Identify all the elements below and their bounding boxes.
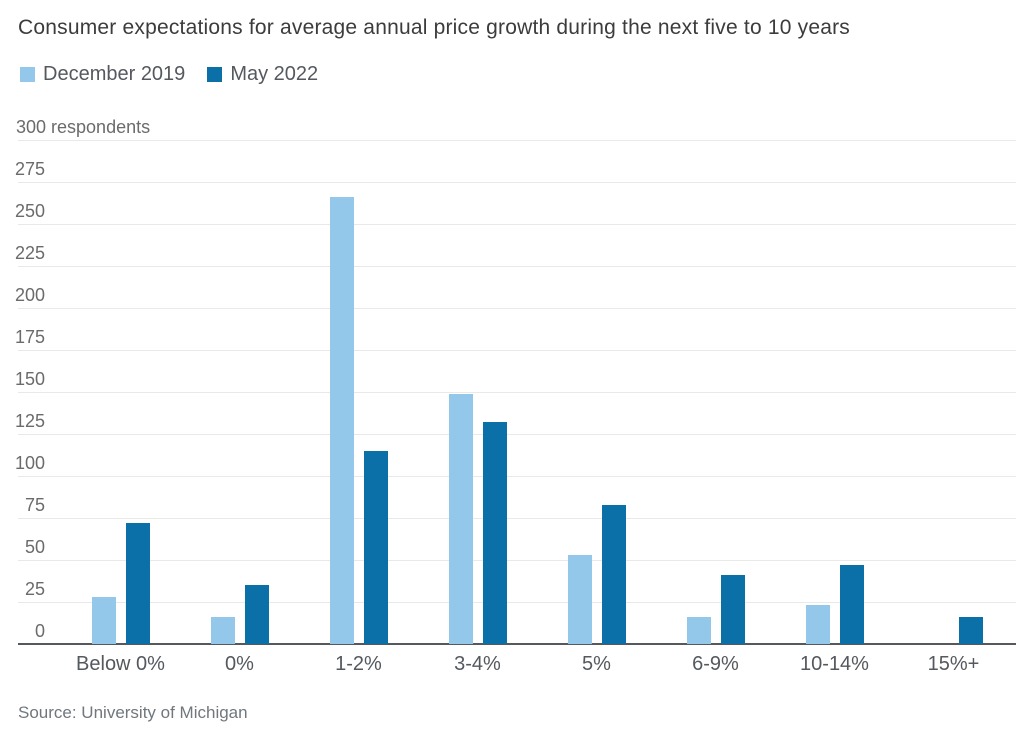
y-gridline-75: [18, 518, 1016, 519]
bar-may-2022-1-2: [363, 450, 388, 644]
y-tick-label-275: 275: [14, 159, 45, 179]
bar-may-2022-5: [601, 504, 626, 644]
y-tick-label-75: 75: [24, 495, 45, 515]
bar-may-2022-below0: [125, 523, 150, 644]
bar-december-2019-10-14: [805, 605, 830, 644]
bar-may-2022-0: [244, 585, 269, 644]
y-gridline-50: [18, 560, 1016, 561]
y-tick-label-125: 125: [14, 411, 45, 431]
y-tick-label-175: 175: [14, 327, 45, 347]
y-tick-label-300: 300 respondents: [16, 117, 151, 137]
bar-december-2019-0: [210, 617, 235, 644]
y-tick-label-200: 200: [14, 285, 45, 305]
x-axis-line: [18, 643, 1016, 645]
legend-item-may-2022: May 2022: [207, 63, 318, 86]
bar-december-2019-3-4: [448, 393, 473, 644]
bar-may-2022-10-14: [839, 565, 864, 644]
y-gridline-275: [18, 182, 1016, 183]
y-tick-label-25: 25: [24, 579, 45, 599]
bar-december-2019-6-9: [686, 617, 711, 644]
y-gridline-250: [18, 224, 1016, 225]
y-tick-label-225: 225: [14, 243, 45, 263]
legend-item-december-2019: December 2019: [20, 63, 185, 86]
x-category-label-8: 15%+: [927, 653, 980, 675]
y-tick-label-250: 250: [14, 201, 45, 221]
legend: December 2019 May 2022: [20, 63, 318, 86]
x-category-label-3: 1-2%: [335, 653, 382, 675]
legend-label-december-2019: December 2019: [43, 63, 186, 85]
legend-label-may-2022: May 2022: [230, 63, 319, 85]
legend-swatch-may-2022: [207, 67, 223, 82]
y-gridline-225: [18, 266, 1016, 267]
y-tick-label-100: 100: [14, 453, 45, 473]
y-gridline-200: [18, 308, 1016, 309]
y-tick-label-50: 50: [24, 537, 45, 557]
bar-december-2019-1-2: [329, 197, 354, 644]
y-gridline-25: [18, 602, 1016, 603]
bar-may-2022-3-4: [482, 422, 507, 644]
bar-may-2022-15: [958, 617, 983, 644]
y-gridline-150: [18, 392, 1016, 393]
legend-swatch-december-2019: [20, 67, 35, 82]
x-category-label-4: 3-4%: [454, 653, 501, 675]
y-tick-label-150: 150: [14, 369, 45, 389]
x-category-label-1: Below 0%: [76, 653, 165, 675]
x-category-label-7: 10-14%: [800, 653, 869, 675]
chart-title: Consumer expectations for average annual…: [18, 16, 850, 39]
y-gridline-300: [18, 140, 1016, 141]
x-category-label-5: 5%: [582, 653, 611, 675]
bar-may-2022-6-9: [720, 575, 745, 644]
y-tick-label-0: 0: [34, 621, 45, 641]
bar-december-2019-below0: [91, 596, 116, 644]
y-gridline-100: [18, 476, 1016, 477]
y-gridline-125: [18, 434, 1016, 435]
bar-december-2019-5: [567, 554, 592, 644]
x-category-label-2: 0%: [225, 653, 254, 675]
source-note: Source: University of Michigan: [18, 703, 248, 722]
y-gridline-175: [18, 350, 1016, 351]
x-category-label-6: 6-9%: [692, 653, 739, 675]
